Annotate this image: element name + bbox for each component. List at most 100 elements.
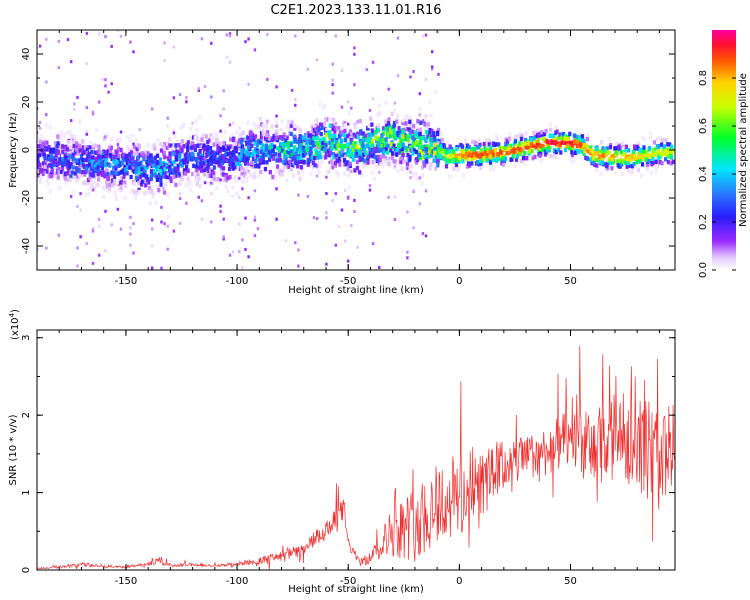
spectrogram-cell (387, 121, 391, 126)
spectrogram-cell (398, 144, 402, 149)
spectrogram-cell (82, 180, 86, 186)
spectrogram-noise (347, 122, 350, 126)
spectrogram-noise (247, 196, 250, 200)
spectrogram-cell (277, 158, 282, 163)
snr-xlabel: Height of straight line (km) (288, 584, 424, 595)
spectrogram-cell (191, 152, 195, 157)
spectrogram-cell (259, 169, 263, 175)
spectrogram-cell (101, 185, 105, 191)
spectrogram-noise (200, 217, 204, 221)
spectrogram-cell (119, 147, 123, 153)
spectrogram-cell (514, 157, 519, 162)
snr-multiplier-base: (x10 (10, 317, 21, 340)
spectrogram-cell (431, 130, 435, 136)
spectrogram-cell (239, 139, 243, 145)
spectrogram-cell (301, 168, 305, 173)
spectrogram-noise (210, 95, 213, 99)
spectrogram-cell (231, 162, 235, 167)
spectrogram-cell (321, 141, 325, 146)
spectrogram-cell (218, 149, 222, 154)
spectrogram-cell (76, 150, 80, 155)
colorbar-gradient (712, 30, 736, 270)
spectrogram-cell (51, 162, 55, 167)
spectrogram-cell (191, 142, 195, 148)
spectrogram-cell (627, 148, 631, 153)
spectrogram-cell (156, 160, 160, 166)
spectrogram-cell (421, 135, 426, 141)
spectrogram-cell (421, 173, 425, 178)
spectrogram-cell (549, 140, 553, 145)
spectrogram-cell (132, 181, 136, 186)
spectrogram-cell (140, 182, 144, 187)
spectrogram-cell (335, 140, 339, 145)
spectrogram-cell (595, 147, 599, 152)
spectrogram-cell (199, 155, 204, 160)
spectrogram-cell (212, 176, 216, 181)
spectrogram-cell (220, 142, 224, 147)
spectrogram-cell (105, 183, 110, 189)
spectrogram-cell (128, 165, 132, 170)
spectrogram-cell (333, 160, 337, 166)
spectrogram-cell (228, 174, 232, 180)
spectrogram-cell (86, 180, 90, 186)
spectrogram-noise (203, 156, 207, 159)
spectrogram-cell (261, 152, 265, 158)
spectrogram-cell (259, 122, 264, 127)
spectrogram-cell (97, 150, 101, 155)
spectrogram-noise (200, 199, 204, 203)
spectrogram-noise (200, 37, 204, 41)
spectrogram-cell (433, 137, 437, 142)
spectrogram-noise (107, 90, 110, 94)
spectrogram-cell (543, 152, 548, 157)
spectrogram-cell (109, 182, 113, 187)
spectrogram-cell (423, 122, 427, 127)
spectrogram-cell (300, 149, 304, 154)
spectrogram-cell (56, 161, 60, 166)
spectrogram-cell (205, 164, 209, 170)
spectrogram-cell (261, 155, 265, 160)
spectrogram-cell (387, 123, 391, 128)
spectrogram-cell (116, 171, 120, 176)
spectrogram-noise (104, 135, 107, 139)
spectrogram-cell (566, 136, 570, 142)
spectrogram-cell (332, 123, 336, 128)
spectrogram-cell (205, 152, 209, 158)
spectrogram-cell (270, 137, 274, 142)
spectrogram-noise (256, 227, 260, 231)
spectrogram-cell (616, 159, 620, 164)
spectrogram-cell (538, 153, 542, 158)
spectrogram-cell (573, 150, 578, 156)
spectrogram-cell (178, 181, 182, 187)
spectrogram-noise (431, 50, 434, 54)
spectrogram-cell (42, 149, 46, 154)
spectrogram-cell (331, 133, 335, 139)
spectrogram-cell (374, 163, 379, 168)
spectrogram-cell (51, 172, 55, 177)
spectrogram-cell (292, 145, 296, 150)
spectrogram-cell (176, 152, 180, 158)
spectrogram-cell (370, 139, 374, 144)
spectrogram-cell (146, 177, 150, 182)
spectrogram-cell (642, 145, 646, 150)
spectrogram-cell (266, 130, 270, 135)
spectrogram-cell (397, 125, 401, 131)
spectrogram-cell (324, 154, 328, 159)
spectrogram-cell (513, 163, 517, 169)
spectrogram-xtick-label: -150 (115, 276, 138, 287)
spectrogram-cell (97, 177, 101, 182)
spectrogram-noise (353, 83, 356, 87)
spectrogram-cell (185, 160, 189, 165)
spectrogram-cell (473, 155, 477, 160)
spectrogram-cell (589, 148, 593, 154)
spectrogram-ytick-label: 0 (21, 147, 32, 153)
spectrogram-cell (188, 187, 193, 192)
spectrogram-cell (128, 138, 132, 143)
spectrogram-cell (585, 136, 590, 142)
spectrogram-cell (376, 112, 380, 117)
spectrogram-cell (106, 133, 110, 138)
spectrogram-cell (595, 167, 599, 173)
spectrogram-cell (170, 161, 174, 166)
spectrogram-noise (132, 166, 135, 170)
spectrogram-cell (570, 150, 574, 155)
spectrogram-cell (549, 127, 553, 133)
